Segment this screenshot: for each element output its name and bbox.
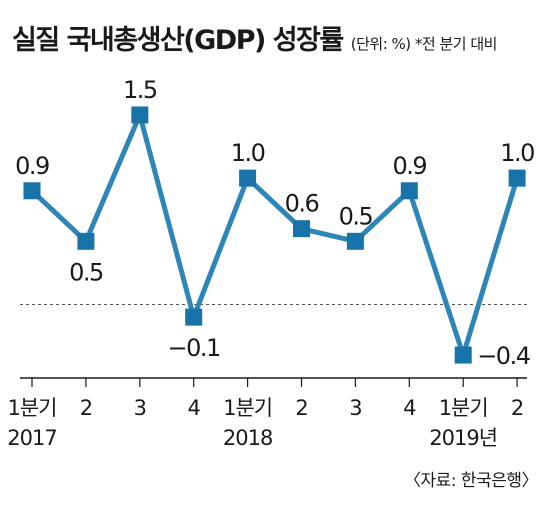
x-tick-label: 4 — [188, 396, 201, 420]
data-point-marker — [454, 346, 472, 364]
data-point-marker — [185, 308, 203, 326]
x-tick-label: 2 — [511, 396, 523, 420]
series-line — [30, 107, 520, 364]
data-point-marker — [23, 182, 41, 200]
chart-subtitle: (단위: %) *전 분기 대비 — [350, 35, 498, 53]
x-tick-label: 2 — [80, 396, 92, 420]
data-label: 1.5 — [123, 76, 157, 104]
data-label: 0.9 — [392, 152, 426, 180]
x-year-label: 2017 — [7, 426, 56, 450]
chart-title: 실질 국내총생산(GDP) 성장률 — [12, 25, 344, 56]
data-point-marker — [77, 232, 95, 250]
data-label: 1.0 — [231, 139, 265, 167]
data-label: 0.9 — [15, 152, 49, 180]
x-year-label: 2018 — [223, 426, 272, 450]
data-label: −0.4 — [477, 342, 530, 370]
data-label: 0.5 — [69, 258, 103, 286]
x-year-label: 2019년 — [429, 426, 497, 450]
source-note: 〈자료: 한국은행〉 — [404, 471, 538, 491]
x-tick-label: 1분기 — [7, 396, 56, 420]
data-label: 0.6 — [285, 190, 319, 218]
chart-header: 실질 국내총생산(GDP) 성장률 (단위: %) *전 분기 대비 — [12, 18, 497, 57]
data-point-marker — [239, 169, 257, 187]
x-tick-label: 1분기 — [223, 396, 272, 420]
data-label: −0.1 — [168, 334, 221, 362]
data-point-marker — [400, 182, 418, 200]
data-label: 1.0 — [500, 139, 534, 167]
data-point-marker — [293, 220, 310, 238]
x-tick-label: 3 — [134, 396, 146, 420]
x-tick-label: 1분기 — [439, 396, 488, 420]
data-point-marker — [346, 232, 364, 250]
data-point-marker — [508, 169, 526, 187]
data-label: 0.5 — [339, 202, 373, 230]
x-tick-label: 4 — [403, 396, 416, 420]
x-tick-label: 2 — [295, 396, 307, 420]
x-tick-label: 3 — [349, 396, 361, 420]
data-point-marker — [131, 106, 149, 124]
